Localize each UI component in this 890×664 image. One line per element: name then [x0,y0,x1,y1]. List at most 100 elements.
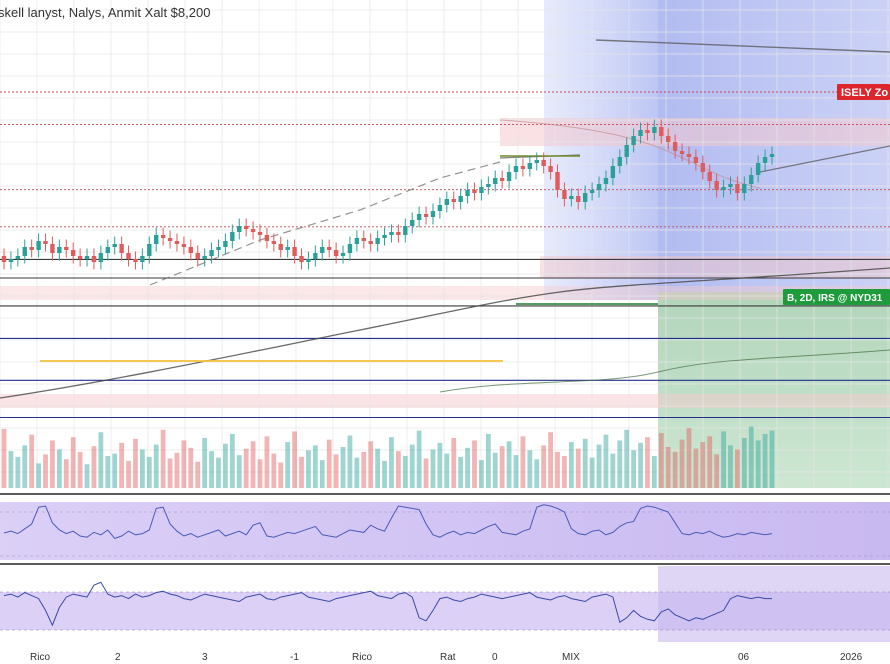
candle-body [154,235,159,244]
sell-zone-band [500,118,890,146]
candle-body [686,154,692,157]
candle-body [43,241,48,244]
buy-zone-text: B, 2D, IRS @ NYD31 [787,293,883,304]
volume-bar [389,437,394,488]
candle-body [354,238,360,244]
candle-body [333,250,339,256]
oscillator-panel-1 [0,502,890,560]
volume-bar [84,464,90,488]
candle-body [527,163,533,169]
candle-body [513,166,519,172]
candle-body [375,238,380,244]
lower-ma-line [439,349,890,393]
candle-body [347,244,353,253]
forecast-zone-light [544,0,658,300]
candle-body [479,187,484,193]
volume-bar [70,437,76,488]
volume-bar [485,433,491,488]
volume-bar [292,431,297,488]
volume-bar [119,442,125,488]
candle-body [1,256,7,262]
candle-body [237,226,242,232]
volume-bar [465,447,470,488]
volume-bar [735,449,740,488]
candle-body [638,130,643,136]
volume-bar [603,434,609,488]
candle-body [36,241,41,250]
candle-body [506,172,512,181]
volume-bar [91,446,97,488]
volume-bar [126,460,131,488]
candle-body [119,244,124,253]
candle-body [70,250,76,256]
volume-bar [347,435,353,488]
volume-bar [22,445,28,488]
forecast-curve [499,119,761,189]
candle-body [50,244,55,253]
volume-bar [1,428,7,488]
volume-bar [188,447,194,488]
candle-body [22,247,27,256]
oscillator-panel-2 [0,566,890,642]
volume-bar [181,440,187,488]
volume-bar [271,453,277,488]
volume-bar [223,443,228,488]
volume-bar [617,440,623,488]
volume-bar [645,437,650,488]
volume-bar [361,451,367,488]
volume-bar [153,444,159,488]
candle-body [582,193,588,202]
volume-bar [174,452,180,488]
volume-bar [555,451,560,488]
oscillator-1-line [3,504,773,539]
candle-body [444,199,450,205]
volume-bar [589,457,595,488]
x-tick-label: 0 [492,652,498,663]
candle-body [105,247,110,253]
x-tick-label: 06 [738,652,750,663]
volume-bar [63,459,69,488]
volume-bar [520,436,526,488]
volume-bar [8,451,14,488]
candle-body [645,130,650,133]
volume-bar [36,463,41,488]
volume-bar [98,432,104,488]
volume-bar [326,439,332,488]
candle-body [755,163,761,175]
volume-bar [596,444,602,488]
candle-body [361,238,366,241]
volume-bar [534,459,540,488]
volume-bar [306,450,311,488]
volume-bar [423,458,429,488]
volume-bars [1,426,775,488]
volume-bar [665,447,671,488]
volume-bar [492,452,498,488]
candle-body [520,166,526,169]
volume-bar [444,453,450,488]
candle-body [126,253,131,259]
top-right-line [595,39,890,53]
x-tick-label: Rico [30,652,50,663]
candle-body [416,214,422,220]
candle-body [465,190,470,196]
candle-body [589,190,595,193]
candle-body [313,253,318,259]
volume-bar [160,429,166,488]
candle-body [57,247,62,253]
volume-bar [395,451,401,488]
buy-zone-label: B, 2D, IRS @ NYD31 [783,289,890,305]
candle-body [167,238,173,241]
candle-body [278,244,283,250]
volume-bar [139,449,145,488]
volume-bar [714,454,720,488]
volume-bar [693,448,699,488]
candle-body [188,247,194,253]
x-tick-label: 3 [202,652,208,663]
candle-body [306,259,311,262]
volume-bar [748,426,754,488]
candle-body [541,160,546,166]
volume-bar [513,455,519,488]
volume-bar [631,450,637,488]
volume-bar [278,462,284,488]
